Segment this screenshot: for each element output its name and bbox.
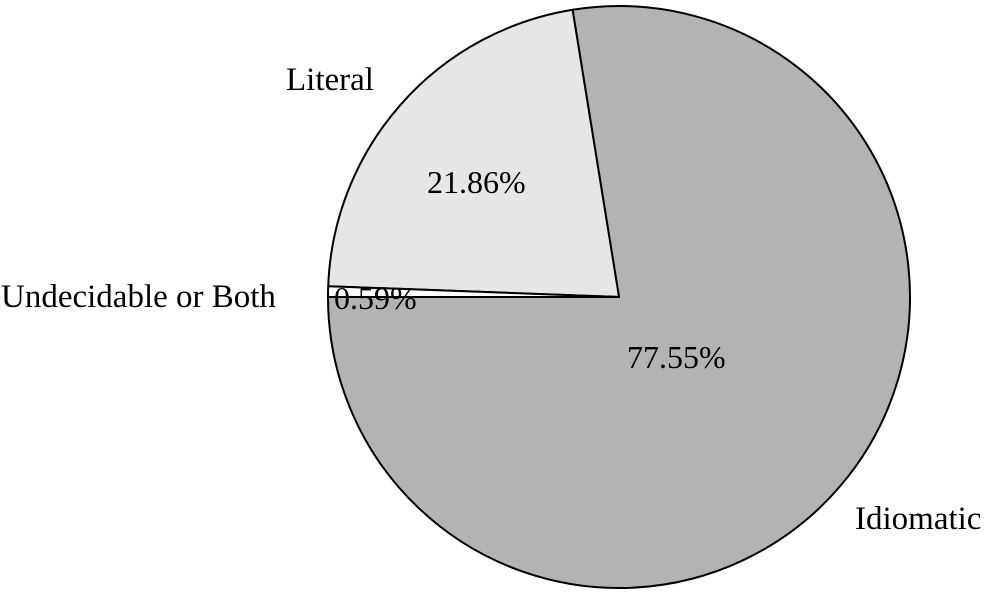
slice-value-undecidable-or-both: 0.59% — [334, 280, 417, 316]
pie-slices — [327, 5, 911, 589]
pie-slice-undecidable-or-both — [327, 285, 620, 298]
slice-label-idiomatic: Idiomatic — [855, 501, 981, 537]
slice-label-undecidable-or-both: Undecidable or Both — [1, 279, 276, 315]
pie-slice-literal — [327, 8, 620, 298]
slice-value-literal: 21.86% — [427, 164, 526, 200]
slice-label-literal: Literal — [286, 62, 374, 98]
pie-labels: Idiomatic Literal Undecidable or Both 77… — [1, 62, 981, 537]
slice-value-idiomatic: 77.55% — [627, 339, 726, 375]
